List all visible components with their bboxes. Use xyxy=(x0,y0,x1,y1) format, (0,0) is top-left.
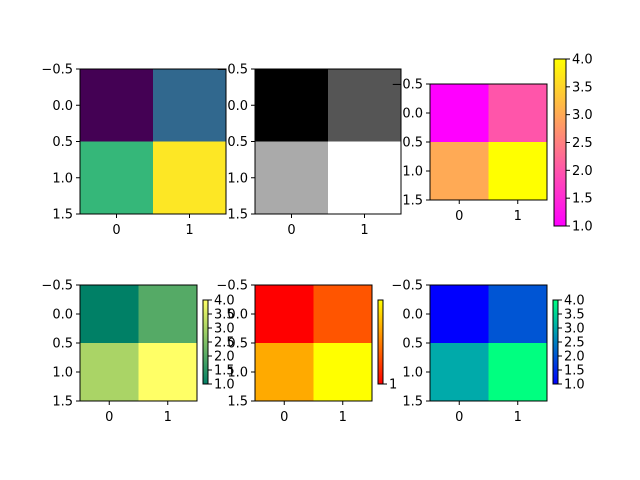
colorbar-tick-label: 2.0 xyxy=(214,350,235,365)
x-tick-label: 1 xyxy=(514,410,522,425)
colorbar-tick-label: 2.0 xyxy=(564,350,585,365)
heatmap-cell xyxy=(430,84,489,143)
heatmap-cell xyxy=(255,141,329,215)
y-tick-label: 0.0 xyxy=(227,99,248,114)
x-tick-label: 0 xyxy=(455,209,463,224)
x-tick-label: 0 xyxy=(280,410,288,425)
colorbar xyxy=(202,299,209,385)
heatmap-cell xyxy=(328,141,402,215)
colorbar-tick-label: 4.0 xyxy=(564,294,585,309)
y-tick-label: 1.5 xyxy=(52,208,73,223)
colorbar-tick-label: 2.5 xyxy=(564,336,585,351)
x-tick-label: 0 xyxy=(105,410,113,425)
heatmap-cell xyxy=(80,343,139,402)
heatmap-cell xyxy=(153,69,227,142)
x-tick-label: 1 xyxy=(185,223,193,238)
heatmap-cell xyxy=(488,285,548,344)
heatmap-cell xyxy=(80,285,139,344)
y-tick-label: −0.5 xyxy=(216,63,248,78)
y-tick-label: −0.5 xyxy=(41,279,73,294)
colorbar-tick-label: 1.0 xyxy=(214,378,235,393)
y-tick-label: 0.5 xyxy=(52,337,73,352)
x-tick-label: 0 xyxy=(287,223,295,238)
heatmap-panel-4: −0.50.00.51.01.50 11.01.52.02.53.03.54.0 xyxy=(41,279,234,426)
heatmap-cell xyxy=(138,285,198,344)
heatmap-cell xyxy=(430,343,489,402)
colorbar xyxy=(552,299,559,385)
colorbar xyxy=(553,58,567,227)
x-tick-label: 0 xyxy=(455,410,463,425)
colorbar-tick-label: 1.5 xyxy=(564,364,585,379)
x-tick-label: 1 xyxy=(339,410,347,425)
heatmap-cell xyxy=(430,142,489,201)
x-tick-label: 1 xyxy=(360,223,368,238)
colorbar-tick-label: 3.5 xyxy=(214,308,235,323)
colorbar-tick-label: 3.0 xyxy=(214,322,235,337)
y-tick-label: 1.0 xyxy=(52,171,73,186)
heatmap-panel-5: −0.50.00.51.01.50 11 xyxy=(216,279,397,426)
heatmap-panel-3: −0.5 0.0 0.5 1.0 1.5 0 1 1.0 1.5 2.0 2.5 3.0 3.5 4.0 xyxy=(391,53,592,235)
heatmap-panel-6: −0.50.00.51.01.50 11.01.52.02.53.03.54.0 xyxy=(391,279,584,426)
colorbar-tick-label: 2.5 xyxy=(572,136,593,151)
heatmap-panel-1: −0.5 0.0 0.5 1.0 1.5 0 1 xyxy=(41,63,227,238)
y-tick-label: 1.5 xyxy=(227,208,248,223)
heatmap-cell xyxy=(488,343,548,402)
y-tick-label: 1.5 xyxy=(402,194,423,209)
y-tick-label: 0.5 xyxy=(52,135,73,150)
colorbar-tick-label: 2.0 xyxy=(572,164,593,179)
heatmap-cell xyxy=(255,343,314,402)
y-tick-label: 1.0 xyxy=(227,171,248,186)
y-tick-label: 0.5 xyxy=(227,135,248,150)
heatmap-cell xyxy=(138,343,198,402)
heatmap-cell xyxy=(255,285,314,344)
heatmap-cell xyxy=(430,285,489,344)
x-tick-label: 1 xyxy=(164,410,172,425)
colorbar-tick-label: 3.5 xyxy=(572,80,593,95)
y-tick-label: 1.0 xyxy=(402,165,423,180)
x-tick-label: 1 xyxy=(514,209,522,224)
colorbar-tick-label: 1.5 xyxy=(572,192,593,207)
colorbar-tick-label: 1.5 xyxy=(214,364,235,379)
y-tick-label: 0.5 xyxy=(402,136,423,151)
heatmap-cell xyxy=(488,84,548,143)
colorbar-tick-label: 3.5 xyxy=(564,308,585,323)
y-tick-label: 1.0 xyxy=(52,366,73,381)
y-tick-label: 1.0 xyxy=(402,366,423,381)
colorbar-tick-label: 3.0 xyxy=(564,322,585,337)
y-tick-label: 0.0 xyxy=(52,99,73,114)
y-tick-label: −0.5 xyxy=(216,279,248,294)
colorbar-tick-label: 4.0 xyxy=(572,53,593,68)
colorbar-tick-label: 2.5 xyxy=(214,336,235,351)
y-tick-label: 0.0 xyxy=(402,107,423,122)
y-tick-label: 0.0 xyxy=(402,308,423,323)
y-tick-label: −0.5 xyxy=(391,279,423,294)
colorbar-tick-label: 1.0 xyxy=(572,220,593,235)
x-tick-label: 0 xyxy=(112,223,120,238)
heatmap-cell xyxy=(313,343,373,402)
y-tick-label: 0.0 xyxy=(52,308,73,323)
y-tick-label: 0.5 xyxy=(227,337,248,352)
heatmap-cell xyxy=(313,285,373,344)
y-tick-label: 1.5 xyxy=(402,395,423,410)
y-tick-label: 1.5 xyxy=(52,395,73,410)
heatmap-cell xyxy=(488,142,548,201)
y-tick-label: 0.0 xyxy=(227,308,248,323)
y-tick-label: 0.5 xyxy=(402,337,423,352)
y-tick-label: −0.5 xyxy=(41,63,73,78)
heatmap-cell xyxy=(328,69,402,142)
colorbar-tick-label: 3.0 xyxy=(572,108,593,123)
heatmap-cell xyxy=(80,69,154,142)
heatmap-cell xyxy=(153,141,227,215)
heatmap-cell xyxy=(255,69,329,142)
colorbar-tick-label: 1 xyxy=(389,378,397,393)
colorbar-tick-label: 1.0 xyxy=(564,378,585,393)
colorbar xyxy=(377,299,384,385)
y-tick-label: 1.5 xyxy=(227,395,248,410)
colorbar-tick-label: 4.0 xyxy=(214,294,235,309)
heatmap-cell xyxy=(80,141,154,215)
y-tick-label: 1.0 xyxy=(227,366,248,381)
y-tick-label: −0.5 xyxy=(391,78,423,93)
heatmap-panel-2: −0.5 0.0 0.5 1.0 1.5 0 1 xyxy=(216,63,402,238)
